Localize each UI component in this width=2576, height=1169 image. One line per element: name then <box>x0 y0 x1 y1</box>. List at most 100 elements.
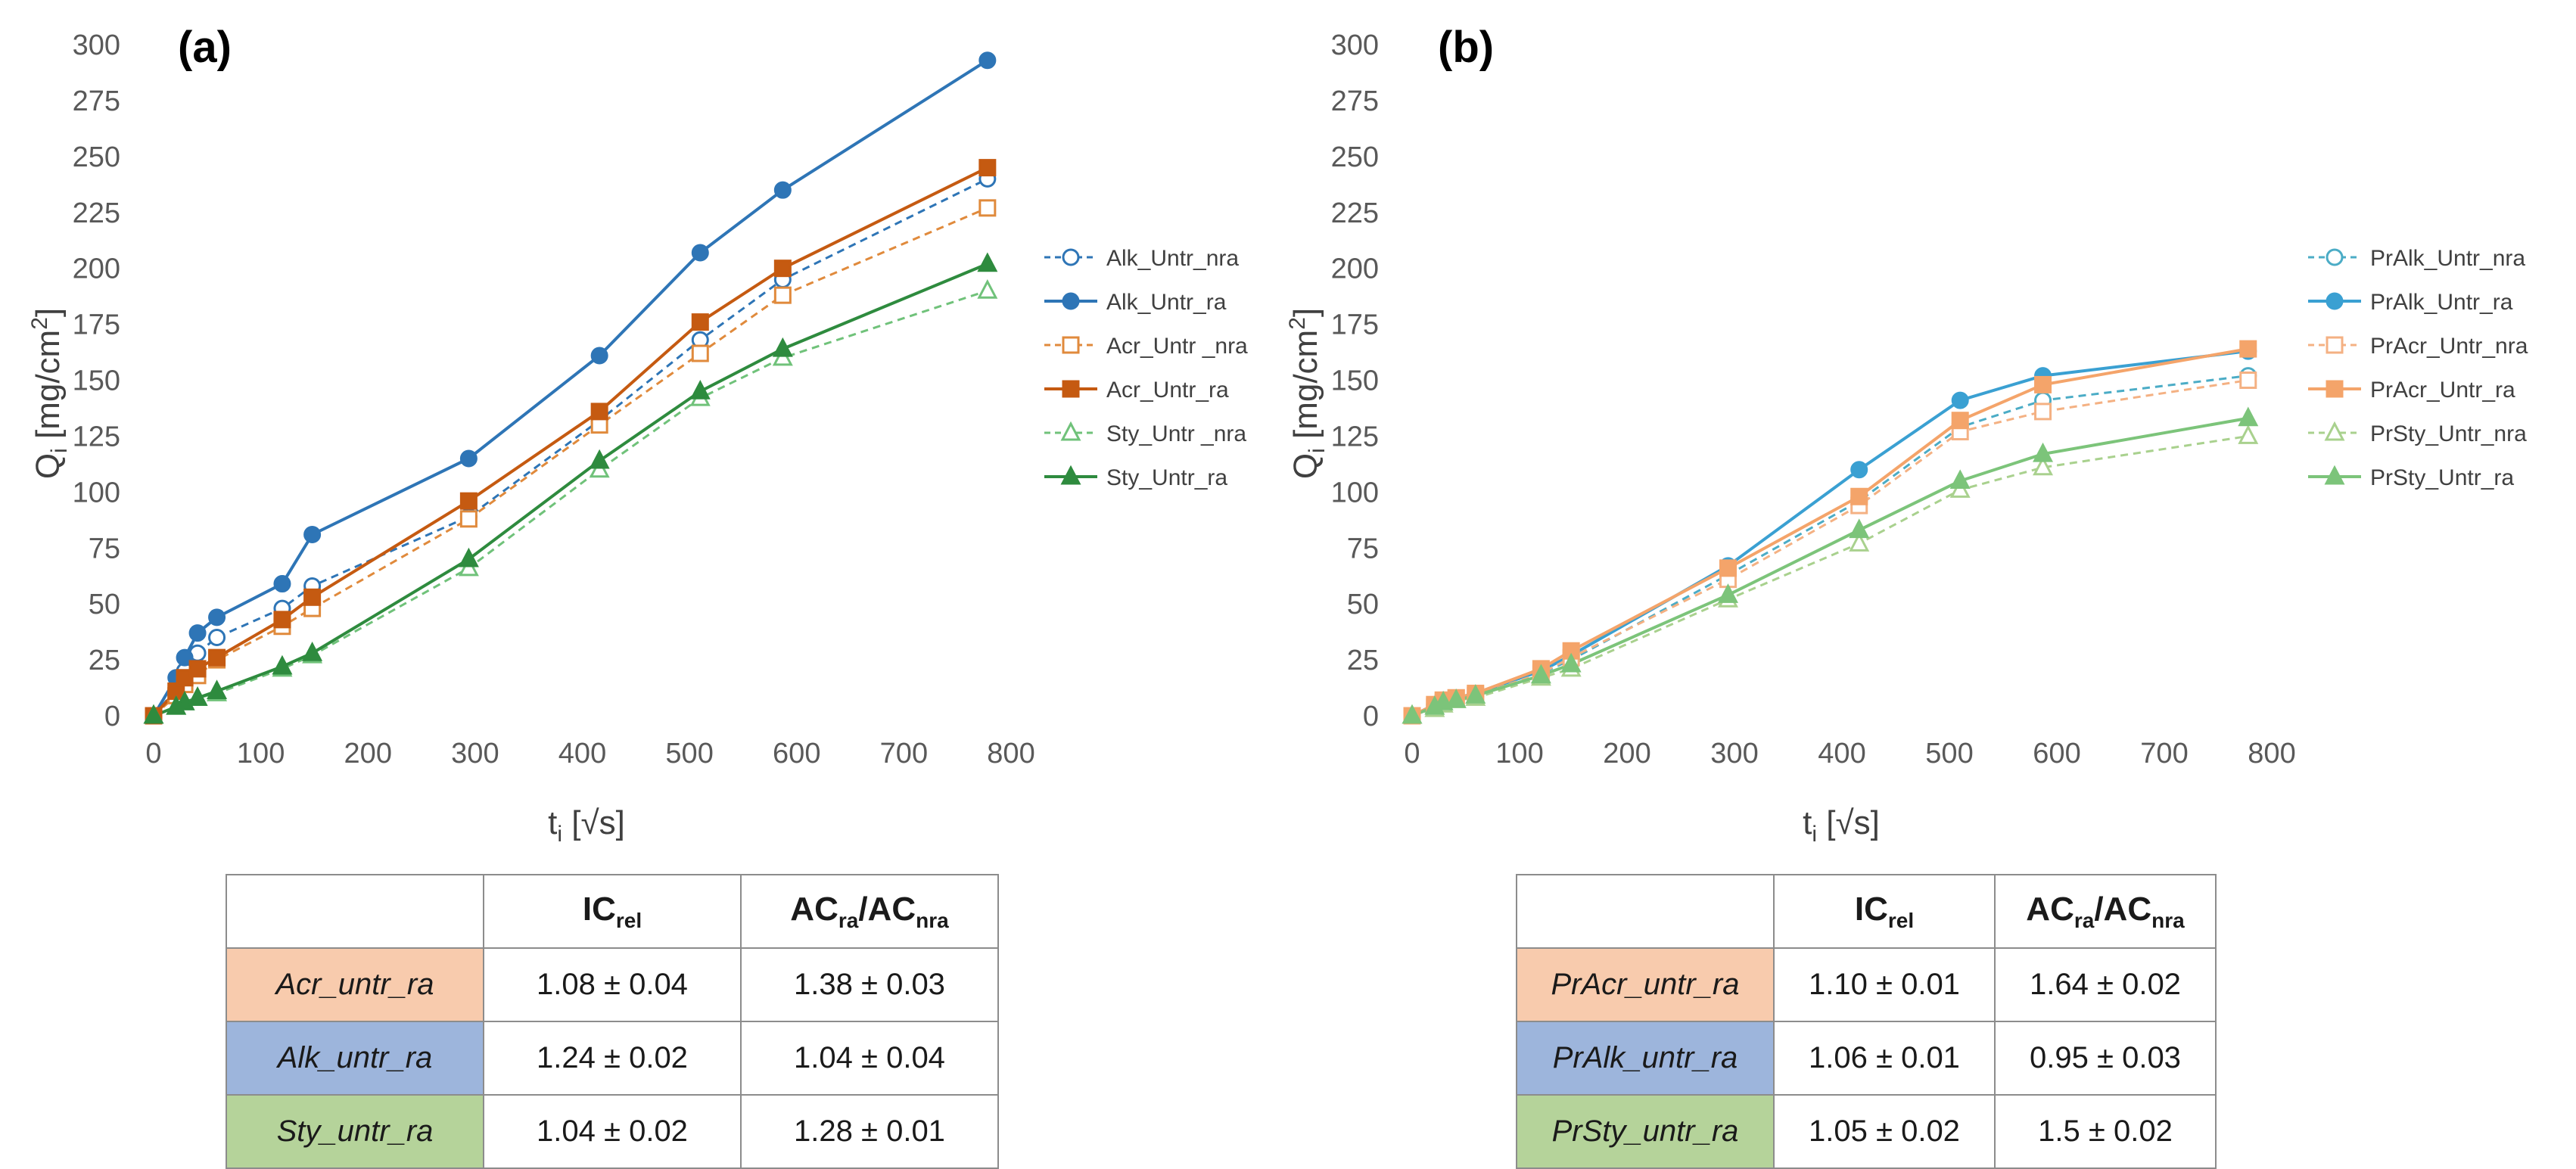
x-tick-label: 400 <box>1818 738 1865 769</box>
x-tick-label: 600 <box>773 738 820 769</box>
data-point <box>773 181 792 199</box>
data-point <box>1849 532 1870 552</box>
x-tick-labels-b: 0 100 200 300 400 500 600 700 800 <box>1404 738 2295 769</box>
y-tick-label: 250 <box>73 141 120 173</box>
table-cell-ac: 1.64 ± 0.02 <box>1994 947 2217 1022</box>
data-point <box>1530 664 1551 684</box>
data-point <box>303 526 322 544</box>
table-header-row: ICrel ACra/ACnra <box>226 874 999 949</box>
legend-label: Acr_Untr_ra <box>1106 378 1229 403</box>
table-header-ic: ICrel <box>1773 874 1996 949</box>
data-point <box>1560 652 1582 673</box>
data-point <box>1465 684 1486 704</box>
data-point <box>1951 412 1969 430</box>
x-tick-label: 200 <box>1603 738 1650 769</box>
y-axis-title-b: Qi [mg/cm2] <box>1285 308 1330 479</box>
table-cell-ac: 1.04 ± 0.04 <box>740 1021 999 1096</box>
y-tick-label: 300 <box>73 30 120 61</box>
data-point <box>459 449 478 468</box>
y-axis-title-a: Qi [mg/cm2] <box>27 308 72 479</box>
y-tick-label: 50 <box>89 589 120 620</box>
data-point <box>188 624 207 642</box>
table-row-name: PrAcr_untr_ra <box>1516 947 1775 1022</box>
x-tick-label: 200 <box>344 738 392 769</box>
table-header-ac: ACra/ACnra <box>1994 874 2217 949</box>
table-header-empty <box>1516 874 1775 949</box>
data-point <box>590 347 608 365</box>
data-point <box>458 547 479 567</box>
y-tick-label: 175 <box>73 309 120 341</box>
table-row: Sty_untr_ra 1.04 ± 0.02 1.28 ± 0.01 <box>226 1094 999 1169</box>
table-row-name: PrSty_untr_ra <box>1516 1094 1775 1169</box>
data-point <box>1445 689 1467 708</box>
x-tick-label: 500 <box>1925 738 1973 769</box>
y-tick-label: 125 <box>73 421 120 452</box>
x-tick-label: 400 <box>558 738 606 769</box>
data-point <box>2033 455 2054 476</box>
series-line-acr_untr_nra <box>152 207 988 717</box>
y-tick-labels-a: 0 25 50 75 100 125 150 175 200 225 250 275 300 <box>73 30 120 732</box>
data-point <box>691 344 709 362</box>
data-point <box>187 686 208 706</box>
data-point <box>2033 442 2054 462</box>
y-tick-label: 275 <box>73 85 120 117</box>
data-point <box>208 648 226 667</box>
panel-label-b: (b) <box>1438 23 1494 72</box>
data-point <box>691 313 709 331</box>
legend-marker <box>2324 421 2345 441</box>
data-point <box>2239 340 2257 358</box>
table-cell-ic: 1.10 ± 0.01 <box>1773 947 1996 1022</box>
x-tick-label: 100 <box>237 738 285 769</box>
data-point <box>1949 469 1971 490</box>
x-axis-title-a: ti [√s] <box>548 804 625 847</box>
x-tick-label: 100 <box>1495 738 1543 769</box>
x-tick-label: 300 <box>1710 738 1758 769</box>
data-point <box>1402 704 1423 724</box>
x-tick-label: 700 <box>880 738 928 769</box>
legend-label: PrAlk_Untr_nra <box>2370 246 2525 271</box>
x-tick-label: 800 <box>2248 738 2295 769</box>
y-tick-label: 200 <box>73 253 120 285</box>
data-point <box>978 199 997 217</box>
x-tick-label: 0 <box>1404 738 1420 769</box>
legend-label: PrSty_Untr_nra <box>2370 421 2527 446</box>
legend-label: Acr_Untr _nra <box>1106 334 1248 359</box>
table-row: Acr_untr_ra 1.08 ± 0.04 1.38 ± 0.03 <box>226 947 999 1022</box>
data-point <box>273 611 291 629</box>
data-point <box>273 575 291 593</box>
x-tick-label: 0 <box>145 738 161 769</box>
y-tick-label: 25 <box>1347 645 1379 676</box>
legend-label: Alk_Untr_ra <box>1106 290 1227 315</box>
legend-label: PrSty_Untr_ra <box>2370 465 2514 490</box>
table-cell-ac: 1.5 ± 0.02 <box>1994 1094 2217 1169</box>
series-line-alk_untr_nra <box>152 178 988 717</box>
y-tick-label: 75 <box>1347 533 1379 564</box>
data-point <box>272 654 293 675</box>
table-row: Alk_untr_ra 1.24 ± 0.02 1.04 ± 0.04 <box>226 1021 999 1096</box>
y-tick-label: 175 <box>1331 309 1379 341</box>
data-point <box>1433 691 1454 710</box>
x-tick-label: 300 <box>451 738 499 769</box>
table-header-ic: ICrel <box>483 874 742 949</box>
summary-table-b: ICrel ACra/ACnra PrAcr_untr_ra 1.10 ± 0.… <box>1516 874 2217 1169</box>
legend-marker <box>1062 380 1080 398</box>
data-point <box>1850 461 1868 479</box>
table-cell-ac: 1.28 ± 0.01 <box>740 1094 999 1169</box>
legend-label: PrAcr_Untr_ra <box>2370 378 2515 403</box>
table-cell-ic: 1.08 ± 0.04 <box>483 947 742 1022</box>
legend-marker <box>1060 465 1081 485</box>
series-markers-a <box>143 51 998 725</box>
x-tick-label: 600 <box>2033 738 2080 769</box>
y-tick-label: 200 <box>1331 253 1379 285</box>
data-point <box>978 51 997 70</box>
legend-marker <box>1062 248 1080 266</box>
data-point <box>2034 403 2052 421</box>
data-point <box>1719 559 1737 577</box>
data-point <box>143 704 164 724</box>
data-point <box>208 629 226 647</box>
legend-label: Sty_Untr _nra <box>1106 421 1246 446</box>
x-tick-label: 700 <box>2140 738 2188 769</box>
table-cell-ic: 1.24 ± 0.02 <box>483 1021 742 1096</box>
data-point <box>303 588 322 606</box>
legend-marker <box>1060 421 1081 441</box>
